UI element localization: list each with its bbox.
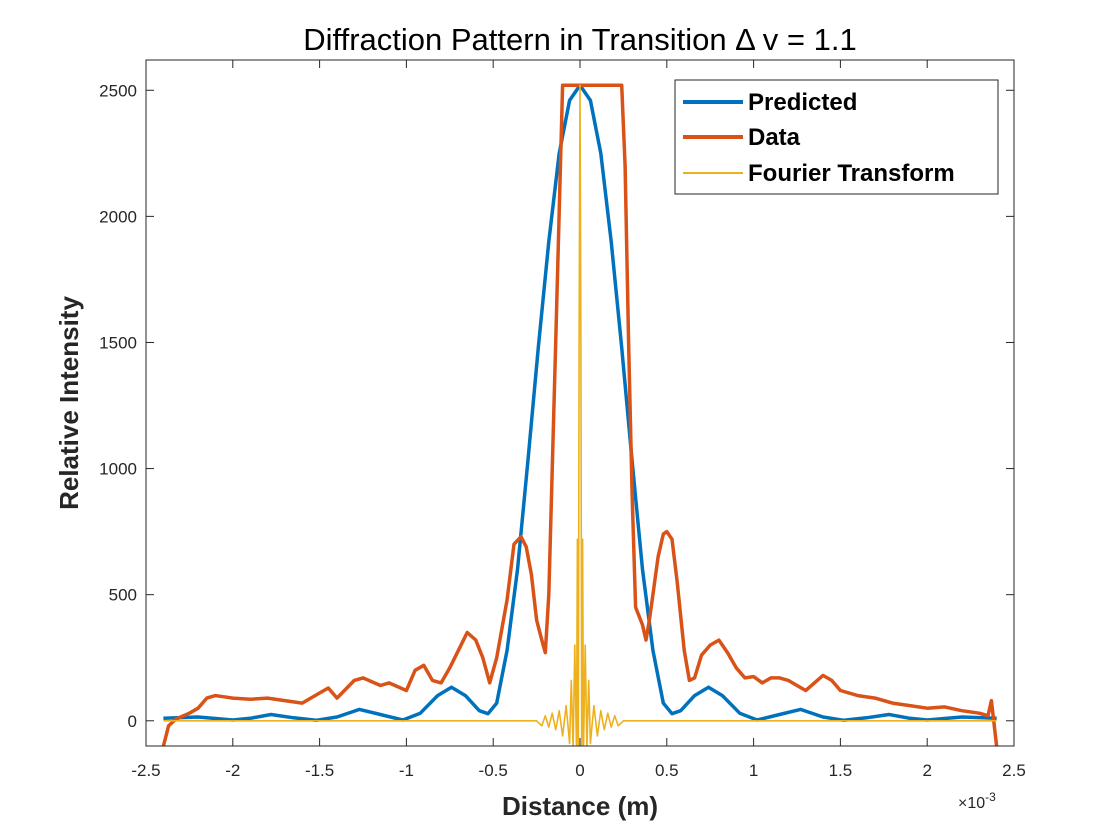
x-axis: -2.5 -2 -1.5 -1 -0.5 0 0.5 1 1.5 2 2.5	[131, 60, 1026, 780]
x-tick-label: 1.5	[829, 761, 853, 780]
x-tick-label: -1	[399, 761, 414, 780]
y-tick-label: 2000	[99, 207, 137, 226]
y-tick-label: 2500	[99, 81, 137, 100]
y-axis-label: Relative Intensity	[54, 296, 84, 510]
x-axis-multiplier-base: ×10	[958, 795, 985, 812]
x-tick-label: 0.5	[655, 761, 679, 780]
legend-label-data: Data	[748, 124, 801, 151]
y-tick-label: 0	[128, 712, 137, 731]
x-axis-label: Distance (m)	[502, 791, 658, 821]
y-axis: 0 500 1000 1500 2000 2500	[99, 81, 1014, 731]
x-axis-multiplier-exponent: -3	[985, 790, 996, 804]
x-tick-label: -2.5	[131, 761, 160, 780]
legend-label-fourier-transform: Fourier Transform	[748, 160, 955, 187]
x-tick-label: 2.5	[1002, 761, 1026, 780]
y-tick-label: 1000	[99, 460, 137, 479]
x-tick-label: -1.5	[305, 761, 334, 780]
legend-label-predicted: Predicted	[748, 89, 857, 116]
chart-title: Diffraction Pattern in Transition Δ v = …	[303, 22, 856, 57]
x-tick-label: 2	[922, 761, 931, 780]
y-tick-label: 500	[109, 586, 137, 605]
series-line-data	[161, 83, 999, 746]
y-tick-label: 1500	[99, 333, 137, 352]
x-axis-multiplier: ×10-3	[958, 790, 996, 812]
x-tick-label: -2	[225, 761, 240, 780]
series-line-fourier-transform	[163, 84, 997, 746]
series-layer	[161, 83, 999, 746]
x-tick-label: -0.5	[479, 761, 508, 780]
legend: Predicted Data Fourier Transform	[674, 79, 999, 195]
x-tick-label: 1	[749, 761, 758, 780]
x-tick-label: 0	[575, 761, 584, 780]
